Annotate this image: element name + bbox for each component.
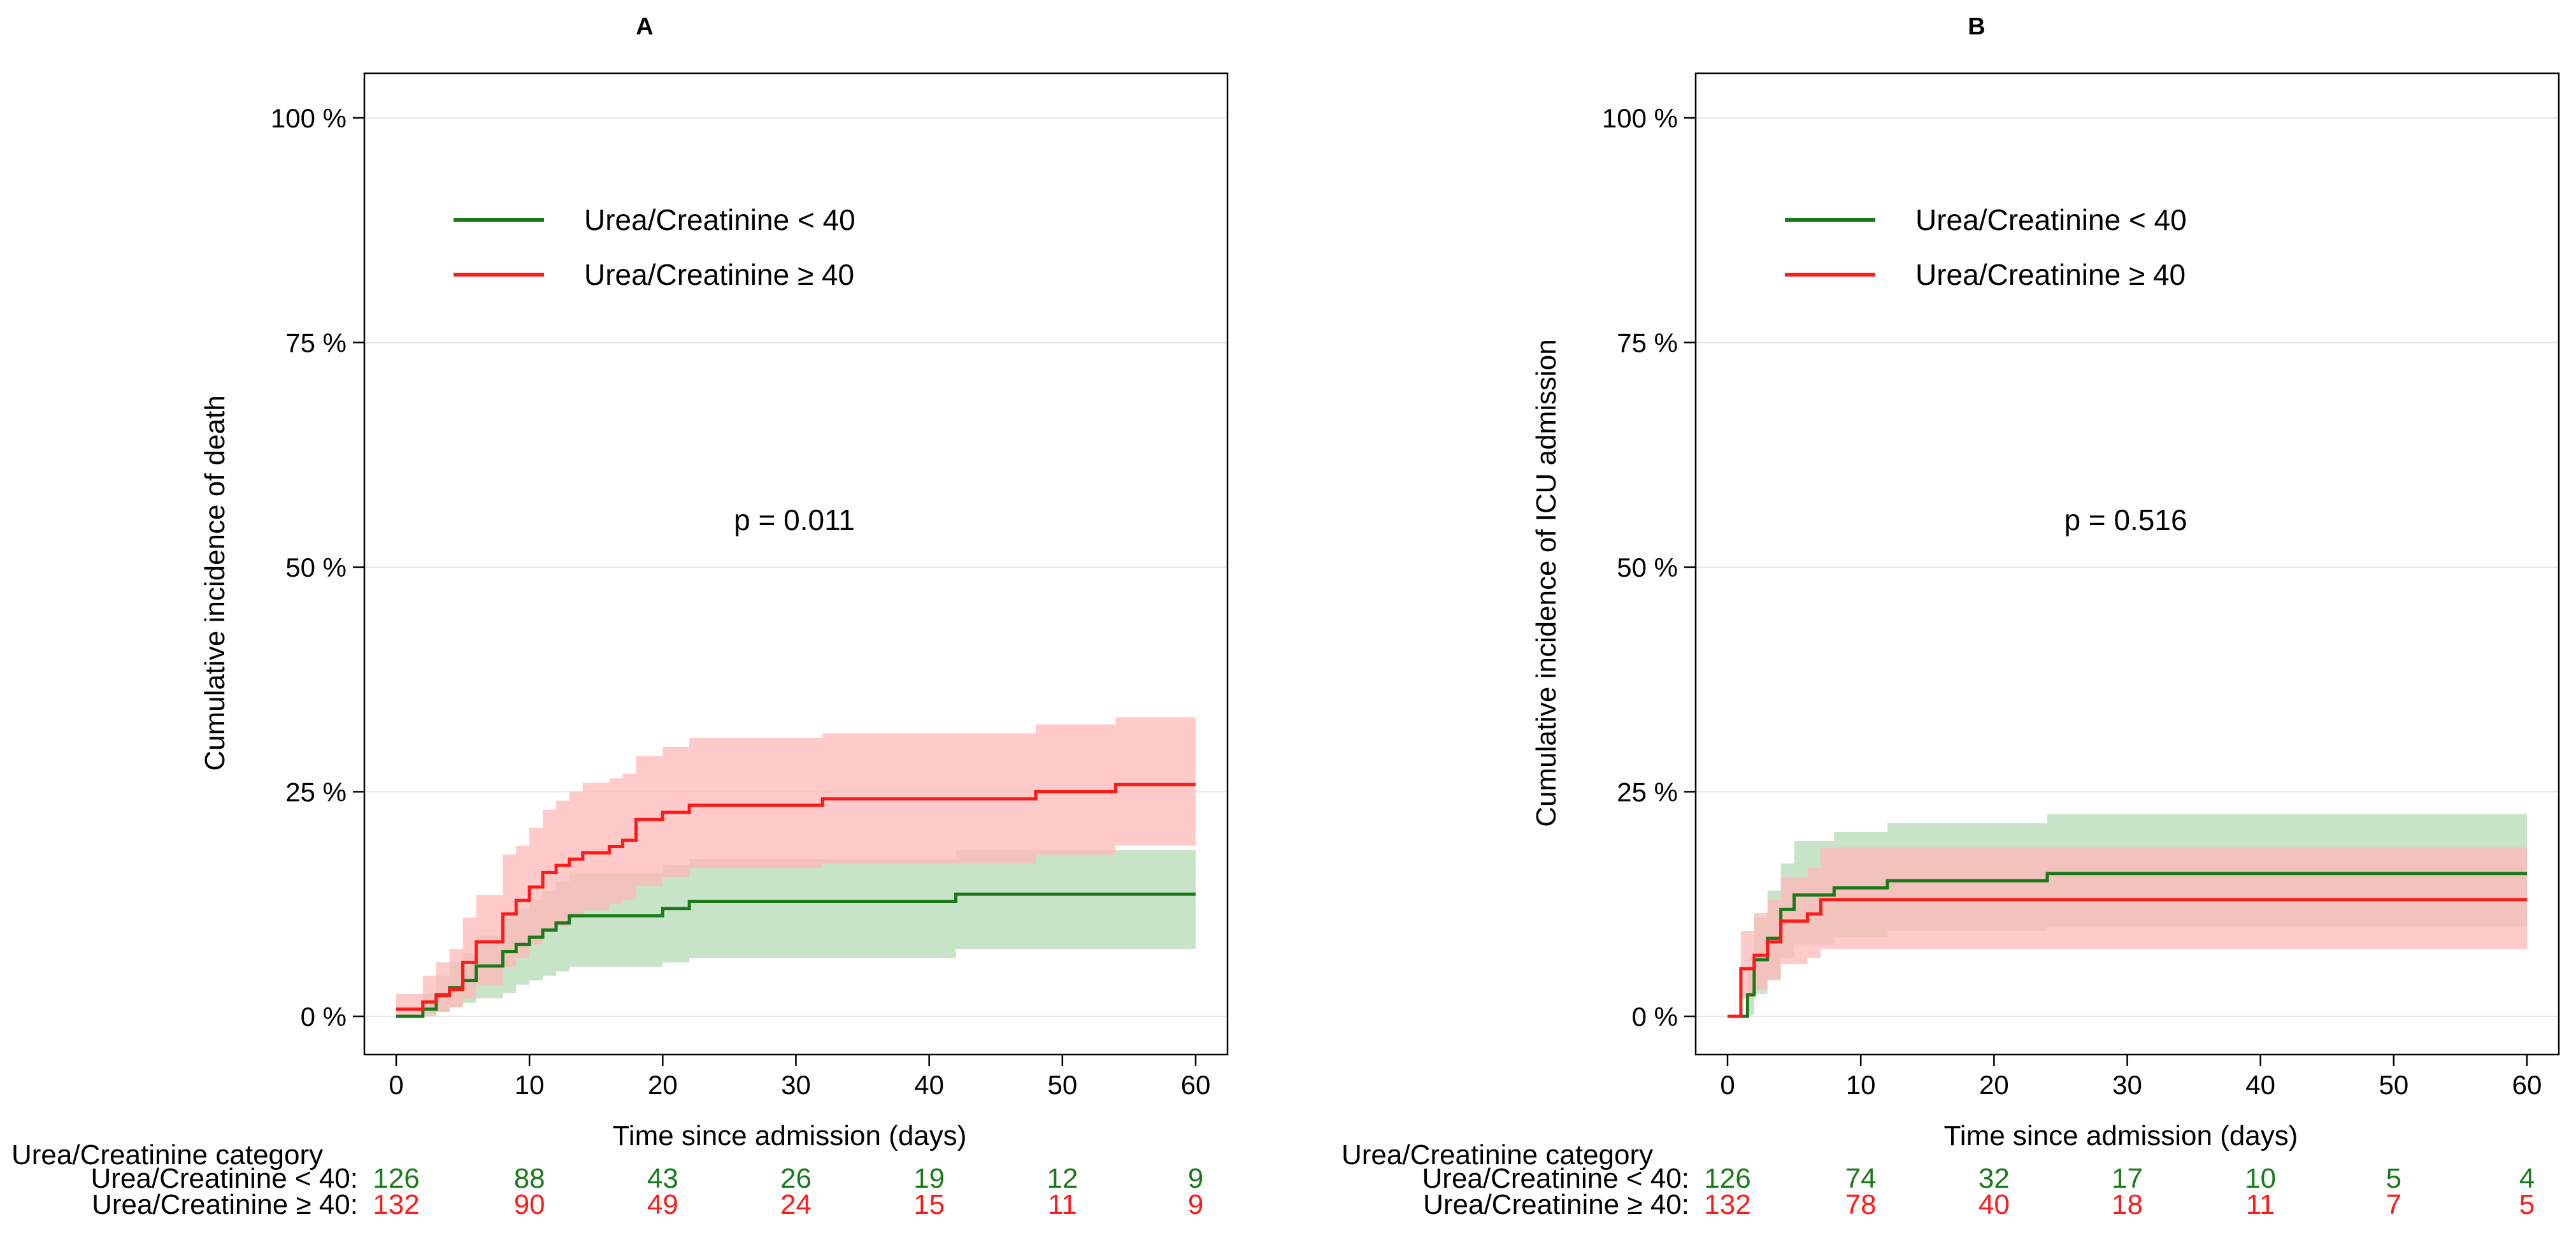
x-tick-label: 30 [2112,1070,2142,1100]
risk-count: 78 [1845,1189,1877,1220]
legend: Urea/Creatinine < 40 Urea/Creatinine ≥ 40 [454,203,855,291]
y-tick-label: 0 % [1632,1002,1678,1032]
series-line-low [1728,872,2527,1018]
risk-count: 74 [1845,1163,1877,1194]
y-tick-label: 25 % [285,777,347,807]
x-tick-label: 60 [1181,1070,1211,1100]
y-axis-title: Cumulative incidence of ICU admission [1531,339,1562,826]
risk-row-label: Urea/Creatinine ≥ 40: [1423,1189,1689,1220]
p-value-annotation: p = 0.516 [2064,503,2187,537]
risk-table-header: Urea/Creatinine category [1342,1139,1653,1171]
y-tick-label: 50 % [1617,552,1678,582]
risk-row-label: Urea/Creatinine ≥ 40: [92,1189,358,1220]
legend-label: Urea/Creatinine ≥ 40 [1915,258,2186,291]
risk-count: 126 [373,1163,419,1194]
legend: Urea/Creatinine < 40 Urea/Creatinine ≥ 40 [1785,203,2187,291]
risk-count: 126 [1704,1163,1750,1194]
risk-count: 49 [647,1189,678,1220]
risk-count: 90 [514,1189,545,1220]
panel-title: B [1968,13,1985,40]
x-tick-label: 0 [389,1070,403,1100]
risk-count: 5 [2386,1163,2401,1194]
y-tick-label: 100 % [271,103,347,133]
risk-count: 9 [1188,1189,1203,1220]
x-tick-label: 50 [2379,1070,2408,1100]
risk-count: 12 [1047,1163,1078,1194]
y-tick-label: 75 % [1617,328,1678,358]
x-tick-label: 40 [2245,1070,2275,1100]
risk-count: 24 [780,1189,812,1220]
y-tick-label: 75 % [285,328,347,358]
y-tick-label: 0 % [301,1002,347,1032]
risk-count: 9 [1188,1163,1203,1194]
risk-count: 43 [647,1163,678,1194]
ci-band-high [396,717,1196,1016]
risk-table-header: Urea/Creatinine category [11,1139,323,1171]
risk-table: Urea/Creatinine categoryUrea/Creatinine … [1342,1139,2535,1220]
risk-count: 7 [2386,1189,2401,1220]
risk-count: 19 [913,1163,945,1194]
risk-count: 4 [2519,1163,2535,1194]
risk-count: 15 [913,1189,945,1220]
x-tick-label: 20 [648,1070,678,1100]
risk-count: 26 [780,1163,812,1194]
risk-count: 18 [2112,1189,2143,1220]
risk-count: 11 [2246,1189,2275,1220]
x-tick-label: 40 [914,1070,944,1100]
chart-panel-b: B 0 % 25 % 50 % 75 % 100 % 0 10 20 30 40 50 60 Time s… [1342,13,2560,1220]
x-tick-label: 10 [515,1070,545,1100]
x-tick-label: 50 [1047,1070,1077,1100]
x-tick-label: 60 [2512,1070,2542,1100]
risk-count: 40 [1979,1189,2010,1220]
p-value-annotation: p = 0.011 [734,503,855,537]
panel-title: A [636,13,653,40]
x-tick-label: 30 [781,1070,811,1100]
legend-label: Urea/Creatinine < 40 [584,203,855,236]
y-axis-title: Cumulative incidence of death [199,395,231,770]
chart-panel-a: A 0 % 25 % 50 % 75 % 100 % 0 10 20 30 40 50 60 Time s… [11,13,1229,1220]
series-line-high [1728,898,2527,1018]
y-tick-label: 25 % [1617,777,1678,807]
y-tick-label: 50 % [285,552,347,582]
x-tick-label: 10 [1846,1070,1876,1100]
risk-row-label: Urea/Creatinine < 40: [1422,1163,1689,1194]
x-axis-title: Time since admission (days) [613,1120,967,1151]
risk-count: 88 [514,1163,545,1194]
risk-count: 32 [1979,1163,2010,1194]
risk-count: 5 [2519,1189,2535,1220]
risk-count: 17 [2112,1163,2143,1194]
risk-table: Urea/Creatinine categoryUrea/Creatinine … [11,1139,1203,1220]
x-tick-label: 0 [1720,1070,1735,1100]
risk-count: 132 [373,1189,419,1220]
risk-row-label: Urea/Creatinine < 40: [91,1163,358,1194]
ci-band-high [1728,847,2527,1016]
series-line-high [396,782,1196,1011]
x-tick-label: 20 [1979,1070,2009,1100]
risk-count: 132 [1704,1189,1750,1220]
legend-label: Urea/Creatinine < 40 [1915,203,2187,236]
x-axis-title: Time since admission (days) [1944,1120,2298,1151]
legend-label: Urea/Creatinine ≥ 40 [584,258,854,291]
y-tick-label: 100 % [1602,103,1678,133]
risk-count: 10 [2245,1163,2276,1194]
risk-count: 11 [1048,1189,1077,1220]
